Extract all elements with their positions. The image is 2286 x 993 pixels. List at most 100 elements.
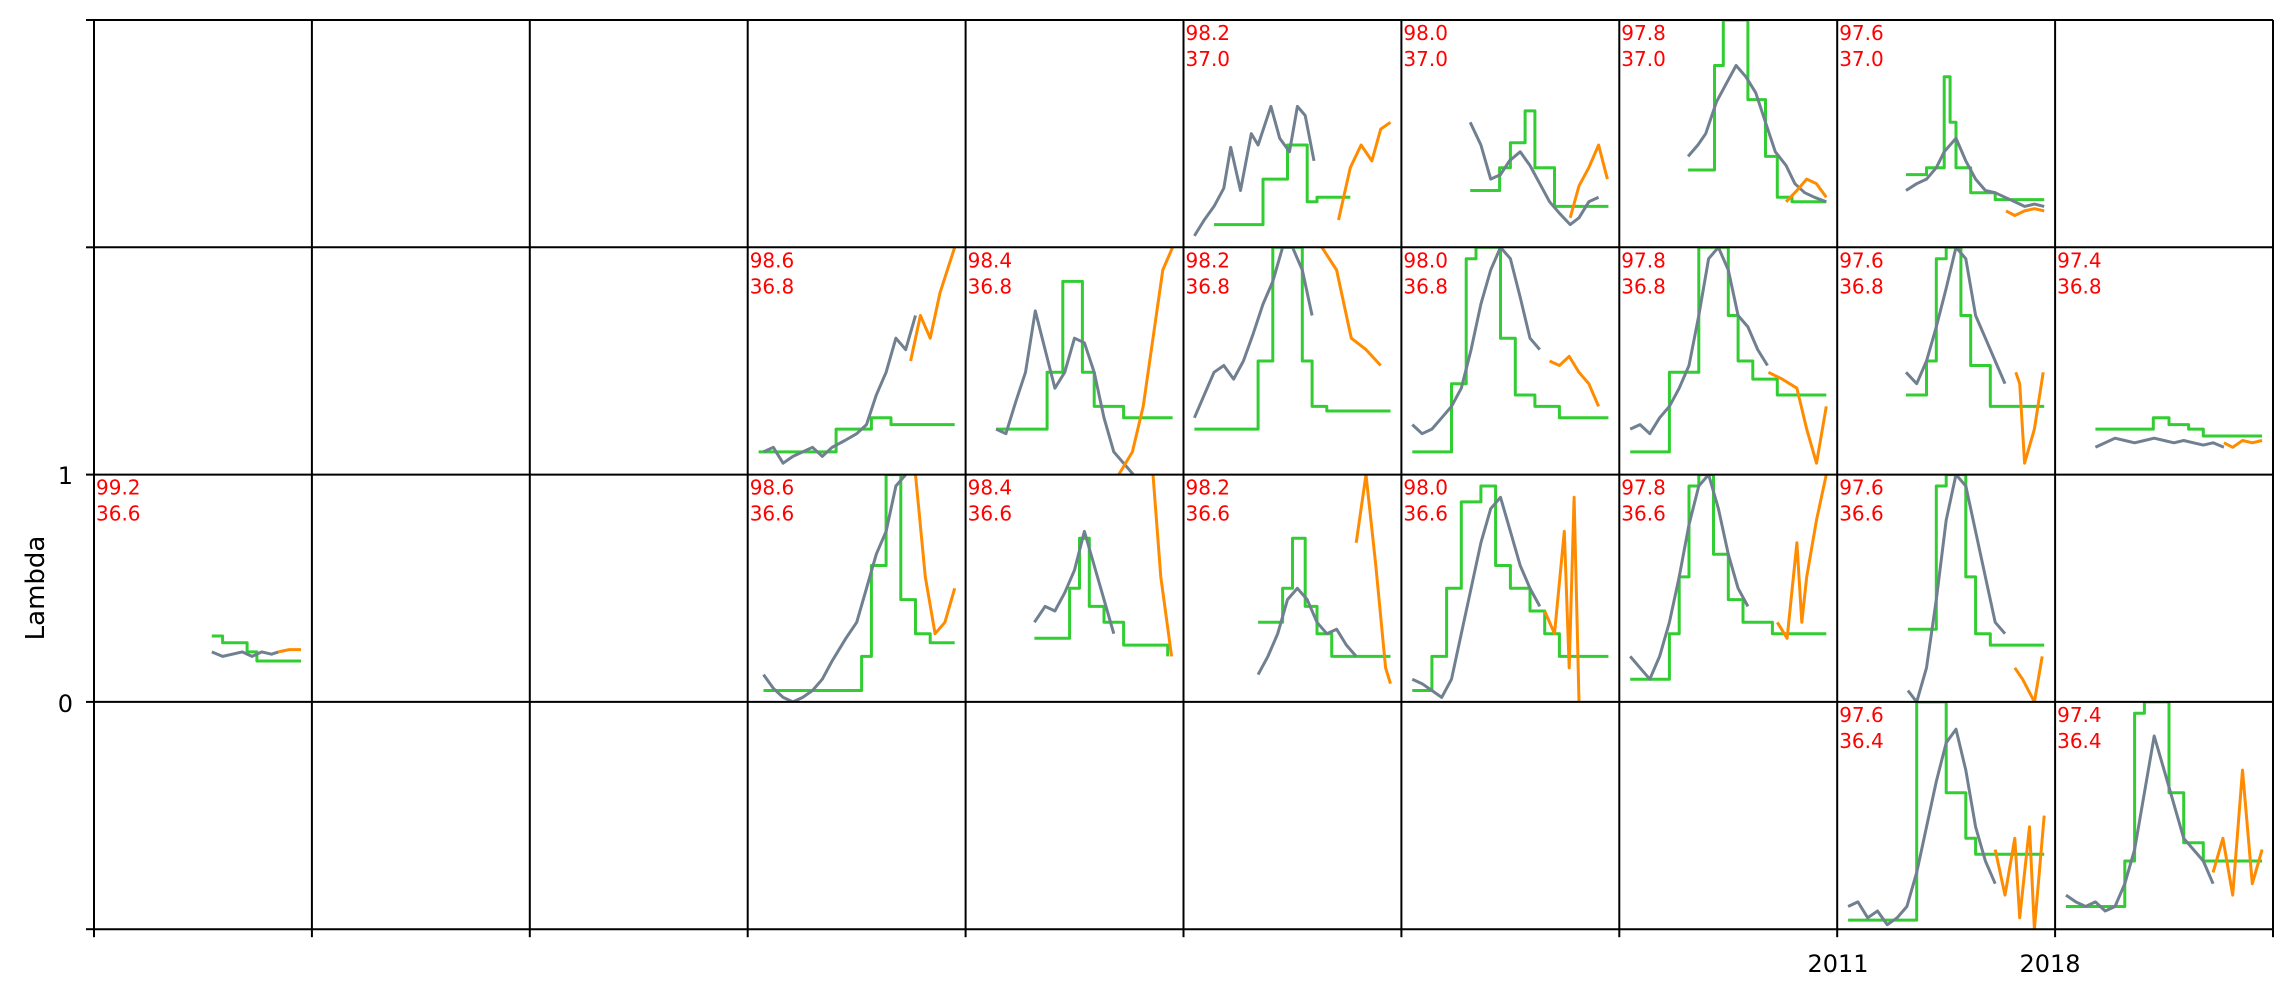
fitted-series-line: [1412, 484, 1609, 692]
projection-series-line: [1548, 354, 1600, 407]
fitted-series-line: [211, 634, 301, 663]
panel-label: 97.8 37.0: [1621, 21, 1666, 71]
fitted-series-line: [1848, 701, 2045, 922]
fitted-series-line: [1034, 536, 1170, 657]
projection-series-line: [2005, 207, 2045, 217]
observed-series-line: [1411, 495, 1542, 699]
projection-series-line: [914, 474, 957, 636]
projection-series-line: [2014, 371, 2045, 465]
panel-r2-c0: [211, 634, 301, 663]
panel-label: 97.4 36.4: [2057, 703, 2102, 753]
y-tick-label-1: 1: [58, 462, 73, 490]
fitted-series-line: [2095, 416, 2263, 438]
observed-series-line: [1686, 64, 1827, 204]
panel-label: 98.2 36.6: [1186, 476, 1231, 526]
projection-series-line: [1543, 495, 1581, 702]
projection-series-line: [1785, 177, 1828, 203]
ticks-layer: [86, 19, 2274, 938]
observed-series-line: [762, 315, 917, 465]
y-tick-label-0: 0: [58, 690, 73, 718]
projection-series-line: [1320, 247, 1382, 367]
projection-series-line: [1151, 474, 1174, 657]
panel-label: 97.8 36.8: [1621, 248, 1666, 298]
panel-label: 98.0 37.0: [1403, 21, 1448, 71]
panel-r2-c3: [762, 474, 957, 702]
projection-series-line: [1993, 815, 2046, 930]
panel-label: 97.6 36.4: [1839, 703, 1884, 753]
panel-label: 97.6 36.6: [1839, 476, 1884, 526]
panel-r1-c8: [1904, 247, 2045, 465]
panel-r0-c6: [1468, 109, 1609, 227]
panel-r0-c8: [1905, 75, 2045, 217]
panel-label: 98.2 36.8: [1186, 248, 1231, 298]
panel-r1-c3: [758, 247, 957, 465]
observed-series-line: [1033, 529, 1116, 635]
observed-series-line: [1256, 586, 1358, 676]
observed-series-line: [1193, 247, 1314, 419]
panel-label: 97.8 36.6: [1621, 476, 1666, 526]
panel-label: 98.6 36.6: [750, 476, 795, 526]
fitted-series-line: [1258, 536, 1391, 658]
x-tick-label-2018: 2018: [2019, 950, 2080, 978]
panel-r3-c9: [2065, 701, 2264, 913]
panel-r2-c7: [1629, 474, 1828, 681]
observed-series-line: [1629, 247, 1769, 436]
panel-label: 98.0 36.6: [1403, 476, 1448, 526]
fitted-series-line: [763, 474, 955, 692]
panel-label: 98.4 36.8: [968, 248, 1013, 298]
fitted-series-line: [1214, 143, 1351, 227]
y-axis-title: Lambda: [21, 536, 51, 641]
projection-series-line: [2223, 439, 2263, 449]
panels-layer: 98.2 37.0 98.0 37.0 97.8 37.0 97.6 37.0 98.6 36.8…: [96, 20, 2264, 930]
fitted-series-line: [1412, 247, 1609, 454]
projection-series-line: [1568, 143, 1609, 219]
x-tick-label-2011: 2011: [1807, 950, 1868, 978]
projection-series-line: [1767, 370, 1828, 465]
fitted-series-line: [2066, 701, 2263, 908]
observed-series-line: [995, 309, 1135, 475]
projection-series-line: [1776, 474, 1828, 640]
fitted-series-line: [1630, 474, 1827, 681]
observed-series-line: [1906, 474, 2007, 702]
projection-series-line: [909, 247, 957, 362]
panel-r1-c7: [1629, 247, 1828, 465]
observed-series-line: [1629, 474, 1750, 681]
panel-label: 98.2 37.0: [1186, 21, 1231, 71]
observed-series-line: [2094, 436, 2225, 449]
panel-r2-c4: [1033, 474, 1174, 657]
projection-series-line: [1337, 121, 1392, 221]
observed-series-line: [211, 650, 279, 658]
projection-series-line: [1354, 474, 1392, 685]
projection-series-line: [1117, 247, 1174, 475]
observed-series-line: [1905, 136, 2045, 208]
panel-label: 98.6 36.8: [750, 248, 795, 298]
fitted-series-line: [1906, 75, 2045, 202]
panel-label: 99.2 36.6: [96, 476, 141, 526]
fitted-series-line: [1470, 109, 1609, 208]
panel-r2-c5: [1256, 474, 1392, 685]
panel-label: 98.0 36.8: [1403, 248, 1448, 298]
fitted-series-line: [1688, 20, 1827, 204]
panel-r1-c9: [2094, 416, 2263, 449]
fitted-series-line: [1194, 247, 1391, 431]
observed-series-line: [2065, 734, 2215, 913]
panel-label: 97.4 36.8: [2057, 248, 2102, 298]
observed-series-line: [1468, 121, 1600, 227]
panel-r0-c5: [1193, 104, 1392, 237]
projection-series-line: [2211, 768, 2264, 897]
fitted-series-line: [758, 416, 955, 454]
observed-series-line: [762, 474, 907, 702]
panel-r2-c6: [1411, 484, 1609, 702]
projection-series-line: [278, 648, 301, 654]
panel-r2-c8: [1906, 474, 2045, 702]
panel-r1-c4: [995, 247, 1174, 475]
panel-r1-c5: [1193, 247, 1391, 431]
projection-series-line: [2013, 656, 2044, 702]
observed-series-line: [1193, 104, 1316, 237]
fitted-series-line: [1630, 247, 1827, 454]
fitted-series-line: [996, 279, 1173, 431]
fitted-series-line: [1907, 474, 2045, 647]
panel-r1-c6: [1411, 247, 1609, 454]
panel-label: 97.6 36.8: [1839, 248, 1884, 298]
